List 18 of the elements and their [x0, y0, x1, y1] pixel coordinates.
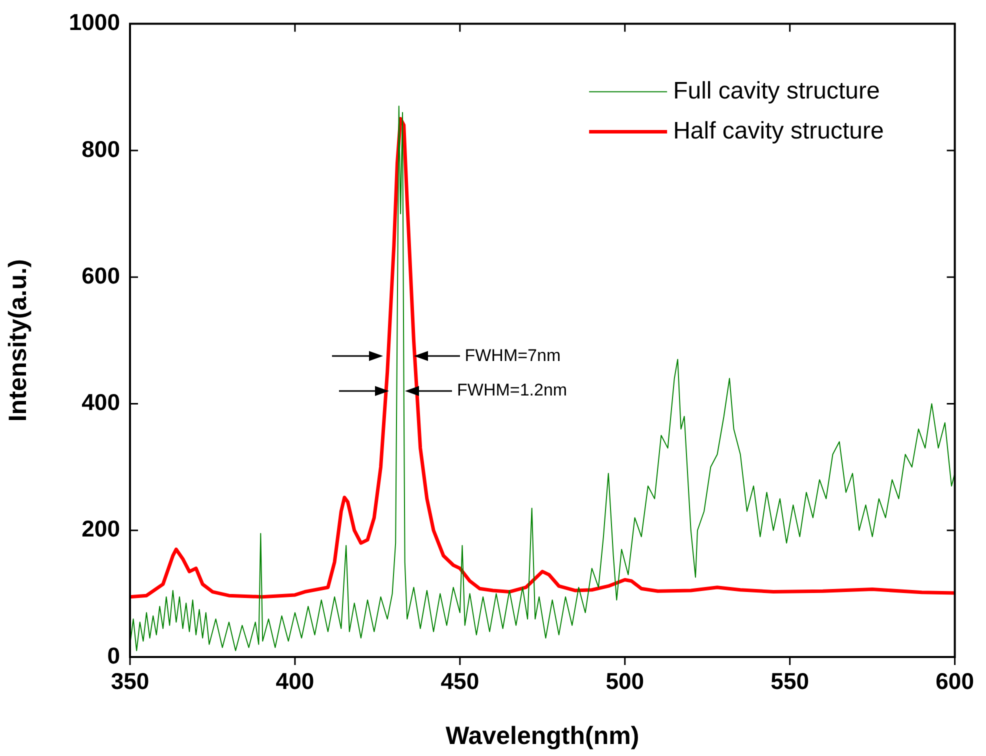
x-axis-title: Wavelength(nm) — [446, 722, 640, 750]
y-tick-label: 600 — [82, 262, 120, 288]
x-tick-label: 600 — [936, 668, 974, 694]
x-tick-label: 500 — [606, 668, 644, 694]
legend-label: Half cavity structure — [673, 117, 884, 144]
legend-label: Full cavity structure — [673, 77, 880, 104]
y-tick-label: 200 — [82, 516, 120, 542]
y-tick-label: 400 — [82, 389, 120, 416]
annotation: FWHM=7nm — [464, 346, 561, 365]
x-tick-label: 450 — [440, 668, 480, 694]
y-tick-label: 800 — [82, 136, 120, 162]
y-axis-title: Intensity(a.u.) — [4, 259, 32, 422]
y-tick-label: 0 — [107, 642, 120, 668]
x-tick-label: 550 — [770, 668, 810, 694]
x-tick-label: 350 — [110, 668, 150, 694]
y-tick-label: 1000 — [68, 9, 120, 36]
annotation: FWHM=1.2nm — [457, 380, 568, 400]
x-tick-label: 400 — [276, 668, 314, 694]
